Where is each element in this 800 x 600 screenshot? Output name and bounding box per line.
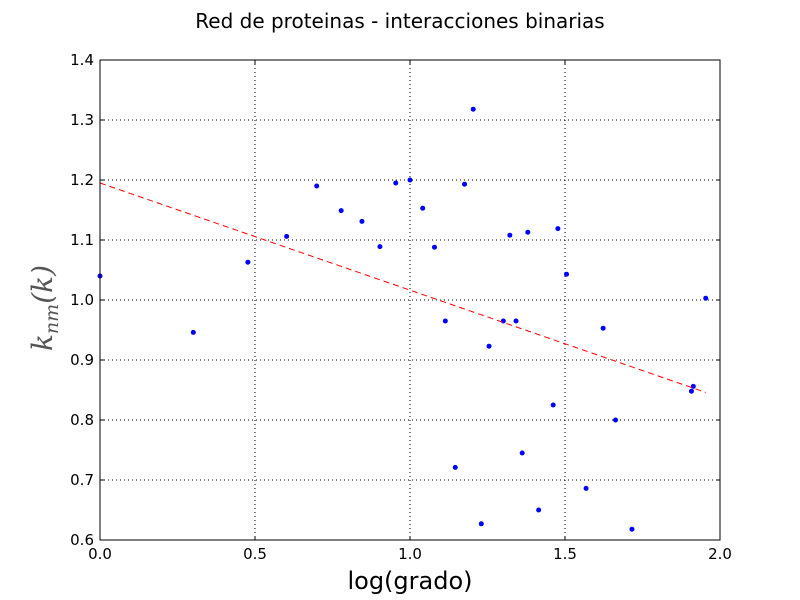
data-point [500, 318, 506, 324]
data-point [525, 229, 531, 235]
regression-line [99, 182, 706, 393]
data-point [690, 383, 696, 389]
data-point [470, 106, 476, 112]
data-point [420, 205, 426, 211]
y-tick-label: 1.3 [70, 111, 94, 129]
y-tick-label: 0.8 [70, 411, 94, 429]
data-point [600, 325, 606, 331]
data-point [583, 485, 589, 491]
data-point [442, 318, 448, 324]
data-point [393, 180, 399, 186]
x-tick-label: 1.5 [553, 545, 577, 563]
data-point [555, 226, 561, 232]
data-point [507, 232, 513, 238]
y-tick-label: 1.4 [70, 51, 94, 69]
data-point [462, 181, 468, 187]
y-tick-label: 1.2 [70, 171, 94, 189]
y-tick-label: 1.0 [70, 291, 94, 309]
data-point [536, 507, 542, 513]
data-point [613, 417, 619, 423]
data-point [550, 402, 556, 408]
data-point [407, 177, 413, 183]
data-point [359, 218, 365, 224]
data-point [688, 388, 694, 394]
data-point [564, 271, 570, 277]
y-axis-label-suffix: (k) [26, 265, 59, 304]
data-point [314, 183, 320, 189]
data-point [452, 464, 458, 470]
data-point [190, 329, 196, 335]
x-tick-label: 1.0 [398, 545, 422, 563]
tick-labels: 0.0 0.5 1.0 1.5 2.0 0.6 0.7 0.8 0.9 1.0 1.1 1.2 1.3 1… [70, 51, 732, 563]
x-tick-label: 2.0 [708, 545, 732, 563]
y-tick-label: 0.7 [70, 471, 94, 489]
x-tick-label: 0.5 [243, 545, 267, 563]
data-point [629, 526, 635, 532]
data-point [431, 244, 437, 250]
data-point [284, 233, 290, 239]
chart-title: Red de proteinas - interacciones binaria… [195, 9, 604, 33]
data-point [703, 295, 709, 301]
x-tick-label: 0.0 [88, 545, 112, 563]
y-tick-label: 1.1 [70, 231, 94, 249]
data-point [377, 244, 383, 250]
data-point [245, 259, 251, 265]
y-axis-label-main: k [26, 334, 59, 351]
y-axis-label-subscript: nm [41, 304, 63, 334]
data-point [519, 450, 525, 456]
data-point [513, 318, 519, 324]
data-point [478, 521, 484, 527]
y-tick-label: 0.6 [70, 531, 94, 549]
y-tick-label: 0.9 [70, 351, 94, 369]
data-point [486, 343, 492, 349]
x-axis-label: log(grado) [347, 567, 472, 595]
plot-frame [99, 59, 721, 541]
y-axis-label: knm(k) [26, 265, 63, 351]
data-point [338, 208, 344, 214]
